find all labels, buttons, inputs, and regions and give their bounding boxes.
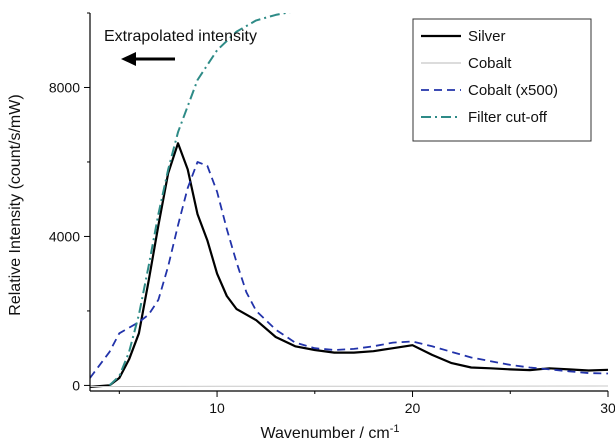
legend-label-4: Filter cut-off: [468, 109, 548, 126]
series-line-1: [90, 142, 608, 388]
y-tick-label: 8000: [49, 79, 80, 95]
series-layer: [90, 13, 608, 388]
series-line-2: [90, 385, 608, 387]
annotation: Extrapolated intensity: [104, 28, 257, 66]
x-tick-label: 10: [209, 400, 225, 416]
legend-label-2: Cobalt: [468, 55, 512, 72]
axes-layer: 10 20 30 0 4000 8000: [49, 12, 615, 416]
legend-items: Silver Cobalt Cobalt (x500) Filter cut-off: [421, 28, 558, 126]
annotation-text: Extrapolated intensity: [104, 28, 257, 45]
legend: Silver Cobalt Cobalt (x500) Filter cut-off: [412, 18, 592, 142]
y-tick-label: 0: [72, 377, 80, 393]
legend-label-1: Silver: [468, 28, 506, 45]
x-tick-label: 20: [405, 400, 421, 416]
series-line-3: [90, 161, 608, 379]
legend-label-3: Cobalt (x500): [468, 82, 558, 99]
arrow-left-icon: [121, 52, 175, 66]
y-axis-title: Relative Intensity (count/s/mW): [7, 94, 24, 315]
series-line-4: [108, 13, 291, 387]
legend-box: [412, 18, 592, 142]
y-tick-label: 4000: [49, 228, 80, 244]
x-axis-title: Wavenumber / cm-1: [261, 423, 400, 442]
x-tick-label: 30: [600, 400, 615, 416]
